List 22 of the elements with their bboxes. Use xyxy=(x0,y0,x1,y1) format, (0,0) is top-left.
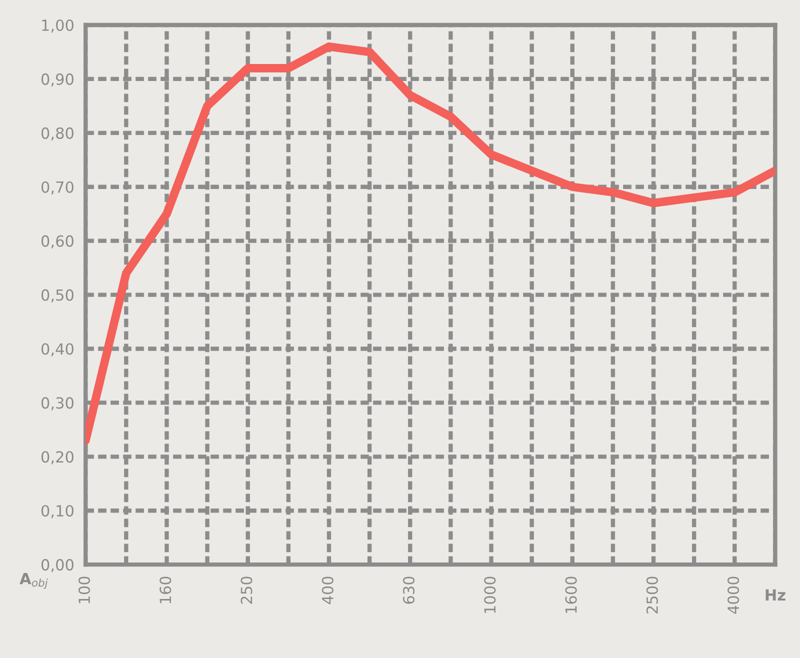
x-tick-label: 160 xyxy=(160,576,172,604)
x-tick-label: 250 xyxy=(240,576,252,604)
y-tick-label: 0,20 xyxy=(41,451,74,464)
y-tick-label: 0,10 xyxy=(41,505,74,518)
y-tick-label: 0,40 xyxy=(41,343,74,356)
x-tick-label: 4000 xyxy=(728,576,740,614)
y-tick-label: 1,00 xyxy=(42,19,74,33)
x-tick-label: 2500 xyxy=(646,576,658,614)
y-tick-label: 0,70 xyxy=(41,181,74,194)
x-tick-label: 1000 xyxy=(484,576,496,613)
y-axis-title: A$_{obj}$ xyxy=(20,572,48,589)
y-tick-label: 0,30 xyxy=(41,397,74,410)
y-tick-label: 0,00 xyxy=(41,559,74,572)
x-tick-label: 100 xyxy=(78,576,90,604)
y-tick-label: 0,50 xyxy=(41,289,74,302)
y-tick-label: 0,60 xyxy=(41,235,74,248)
x-tick-label: 630 xyxy=(402,576,415,604)
x-tick-label: 1600 xyxy=(565,576,577,613)
x-tick-label: 400 xyxy=(322,576,334,604)
y-tick-label: 0,80 xyxy=(41,127,74,140)
y-tick-label: 0,90 xyxy=(41,73,74,87)
x-axis-title: Hz xyxy=(766,589,786,600)
